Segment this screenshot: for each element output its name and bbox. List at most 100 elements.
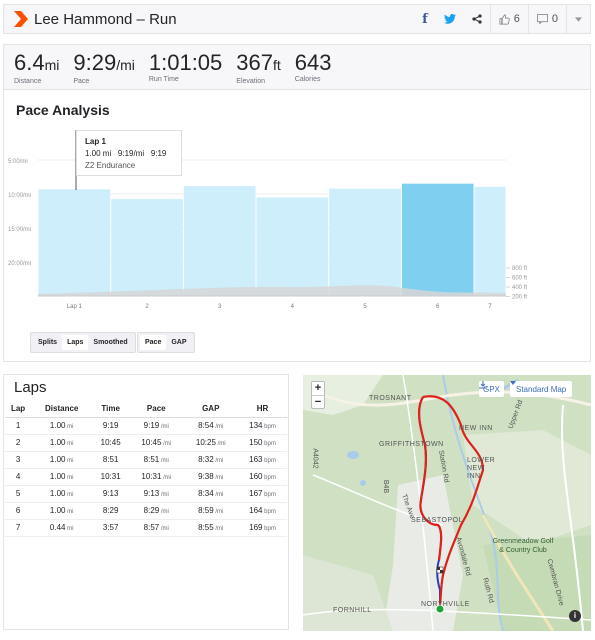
pace-chart[interactable]: 5:00/mi 10:00/mi 15:00/mi 20:00/mi Lap 1 2 3 4 5…	[4, 90, 590, 330]
stat-unit: ft	[273, 57, 281, 73]
cell-unit: mi	[65, 492, 74, 498]
laps-panel: Laps Lap Distance Time Pace GAP HR 1 1.00…	[3, 374, 289, 630]
toggle-splits[interactable]: Splits	[38, 339, 58, 346]
table-row[interactable]: 3 1.00 mi 8:51 8:51 /mi 8:32 /mi 163 bpm	[5, 451, 287, 469]
cell-value: 3	[15, 455, 21, 464]
cell-distance: 1.00 mi	[31, 485, 93, 503]
cell-lap: 1	[5, 417, 32, 435]
table-row[interactable]: 7 0.44 mi 3:57 8:57 /mi 8:55 /mi 169 bpm	[5, 519, 287, 537]
cell-value: 10:31	[141, 472, 162, 481]
table-header-row: Lap Distance Time Pace GAP HR	[5, 401, 287, 418]
pace-bar	[38, 189, 111, 296]
cell-value: 9:19	[102, 421, 119, 430]
kudos-button[interactable]: 6	[489, 5, 528, 33]
tooltip-zone: Z2 Endurance	[85, 161, 136, 170]
cell-hr: 164 bpm	[238, 502, 287, 520]
thumbs-up-icon	[499, 14, 510, 24]
place-label: SEBASTOPOL	[411, 517, 463, 524]
cell-unit: /mi	[159, 458, 169, 464]
chevron-down-icon	[575, 16, 582, 22]
cell-value: 2	[15, 438, 21, 447]
cell-time: 8:29	[92, 502, 130, 520]
toggle-smoothed[interactable]: Smoothed	[93, 339, 128, 346]
cell-unit: mi	[65, 509, 74, 515]
cell-unit: /mi	[213, 492, 224, 498]
zoom-out-button[interactable]: −	[312, 395, 324, 408]
cell-unit: mi	[65, 475, 74, 481]
toggle-gap[interactable]: GAP	[171, 339, 187, 346]
share-button[interactable]	[464, 5, 490, 33]
cell-unit: /mi	[159, 424, 169, 430]
cell-unit: /mi	[213, 458, 224, 464]
table-row[interactable]: 4 1.00 mi 10:31 10:31 /mi 9:38 /mi 160 bpm	[5, 468, 287, 486]
tooltip-distance: 1.00 mi	[85, 149, 112, 158]
pace-bar	[401, 183, 474, 296]
cell-pace: 9:19 /mi	[129, 417, 184, 435]
cell-value: 8:29	[102, 506, 119, 515]
table-row[interactable]: 6 1.00 mi 8:29 8:29 /mi 8:59 /mi 164 bpm	[5, 502, 287, 520]
column-header[interactable]: Distance	[31, 401, 93, 418]
toggle-pace[interactable]: Pace	[140, 335, 167, 350]
stat-value: 1:01:05	[148, 50, 223, 75]
pace-bar	[474, 186, 506, 296]
comments-count: 0	[551, 13, 558, 25]
x-tick-label: 4	[291, 304, 295, 310]
cell-value: 4	[15, 472, 21, 481]
stat-elevation: 367ft Elevation	[236, 51, 281, 86]
cell-value: 9:13	[102, 489, 119, 498]
y-tick-label: 5:00/mi	[8, 159, 28, 165]
cell-value: 1.00	[49, 455, 66, 464]
column-header[interactable]: Lap	[5, 401, 32, 418]
cell-distance: 1.00 mi	[31, 417, 93, 435]
cell-time: 9:13	[92, 485, 130, 503]
pace-analysis-panel: Pace Analysis 5:00/mi 10:00/mi 15:00/mi 20:…	[3, 90, 591, 362]
cell-unit: bpm	[262, 526, 276, 532]
tooltip-lap: Lap 1	[85, 137, 106, 146]
column-header[interactable]: Time	[92, 401, 130, 418]
map-canvas[interactable]	[303, 375, 591, 631]
cell-time: 10:31	[92, 468, 130, 486]
cell-unit: mi	[65, 526, 74, 532]
cell-lap: 7	[5, 519, 32, 537]
cell-gap: 10:25 /mi	[183, 434, 238, 452]
column-header[interactable]: GAP	[183, 401, 238, 418]
cell-value: 169	[249, 523, 263, 532]
cell-distance: 1.00 mi	[31, 502, 93, 520]
stat-label: Run Time	[148, 76, 179, 83]
x-tick-label: 5	[363, 304, 367, 310]
cell-value: 8:59	[198, 506, 214, 515]
stat-label: Calories	[294, 76, 321, 83]
comments-button[interactable]: 0	[527, 5, 566, 33]
header-actions: f 6 0	[414, 5, 590, 33]
table-row[interactable]: 5 1.00 mi 9:13 9:13 /mi 8:34 /mi 167 bpm	[5, 485, 287, 503]
column-header[interactable]: HR	[238, 401, 287, 418]
map-style-dropdown[interactable]: Standard Map	[510, 381, 573, 397]
cell-value: 8:32	[198, 455, 214, 464]
cell-hr: 163 bpm	[238, 451, 287, 469]
cell-unit: mi	[65, 458, 74, 464]
cell-value: 10:25	[195, 438, 216, 447]
strava-chevron-icon	[14, 11, 28, 27]
stat-distance: 6.4mi Distance	[14, 51, 59, 86]
table-row[interactable]: 1 1.00 mi 9:19 9:19 /mi 8:54 /mi 134 bpm	[5, 417, 287, 435]
table-row[interactable]: 2 1.00 mi 10:45 10:45 /mi 10:25 /mi 150 bpm	[5, 434, 287, 452]
cell-value: 10:31	[100, 472, 121, 481]
map-zoom-control: + −	[311, 381, 325, 409]
elevation-tick-label: 600 ft	[512, 276, 527, 282]
cell-value: 167	[249, 489, 263, 498]
place-label: Greenmeadow Golf & Country Club	[492, 538, 554, 554]
zoom-in-button[interactable]: +	[314, 382, 322, 394]
y-tick-label: 15:00/mi	[8, 227, 31, 233]
twitter-share-button[interactable]	[436, 5, 464, 33]
cell-value: 163	[249, 455, 263, 464]
info-icon[interactable]: i	[569, 610, 581, 622]
more-actions-button[interactable]	[566, 5, 590, 33]
route-map[interactable]: + − GPX Standard Map TROSNANT GRIFFITHST…	[303, 375, 591, 631]
column-header[interactable]: Pace	[129, 401, 184, 418]
cell-unit: /mi	[213, 509, 224, 515]
cell-unit: /mi	[159, 509, 169, 515]
gpx-download-button[interactable]: GPX	[479, 381, 504, 397]
toggle-laps[interactable]: Laps	[62, 335, 89, 350]
facebook-share-button[interactable]: f	[422, 11, 428, 27]
cell-value: 1	[15, 421, 21, 430]
